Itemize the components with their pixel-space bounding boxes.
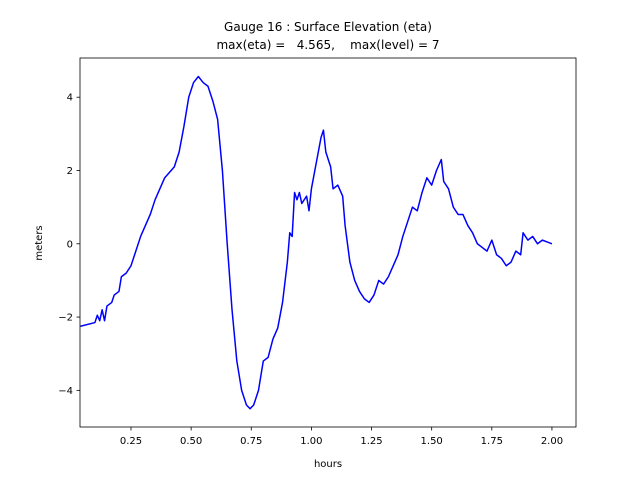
x-tick-label: 1.50 [421,436,443,447]
x-axis-label: hours [314,459,342,470]
axes-frame [79,57,577,428]
chart-subtitle: max(eta) = 4.565, max(level) = 7 [216,38,439,52]
x-tick-label: 0.25 [120,436,142,447]
x-tick-label: 1.25 [360,436,382,447]
data-line [80,75,553,410]
chart-title: Gauge 16 : Surface Elevation (eta) [224,20,432,34]
y-axis-label: meters [34,225,45,260]
y-tick-label: −2 [58,313,73,324]
x-tick-label: 1.00 [300,436,322,447]
y-tick-label: 2 [67,166,73,177]
x-tick-label: 1.75 [481,436,503,447]
x-tick-label: 0.50 [180,436,202,447]
x-tick-label: 0.75 [240,436,262,447]
y-tick-label: −4 [58,386,73,397]
y-tick-label: 0 [67,239,73,250]
y-tick-label: 4 [67,93,73,104]
x-tick-label: 2.00 [541,436,563,447]
